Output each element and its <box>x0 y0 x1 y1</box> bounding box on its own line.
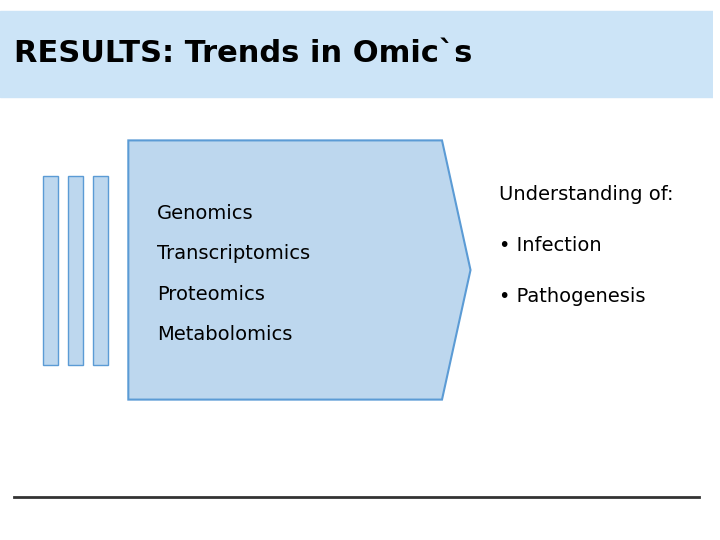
FancyBboxPatch shape <box>68 176 84 364</box>
Text: • Infection: • Infection <box>499 236 602 255</box>
Text: • Pathogenesis: • Pathogenesis <box>499 287 646 307</box>
Text: Genomics: Genomics <box>157 204 253 223</box>
FancyBboxPatch shape <box>0 11 713 97</box>
Text: Understanding of:: Understanding of: <box>499 185 673 204</box>
Text: RESULTS: Trends in Omic`s: RESULTS: Trends in Omic`s <box>14 39 472 69</box>
Polygon shape <box>128 140 470 400</box>
FancyBboxPatch shape <box>42 176 58 364</box>
Text: Proteomics: Proteomics <box>157 285 265 304</box>
Text: Transcriptomics: Transcriptomics <box>157 244 310 264</box>
FancyBboxPatch shape <box>93 176 109 364</box>
Text: Metabolomics: Metabolomics <box>157 325 292 345</box>
